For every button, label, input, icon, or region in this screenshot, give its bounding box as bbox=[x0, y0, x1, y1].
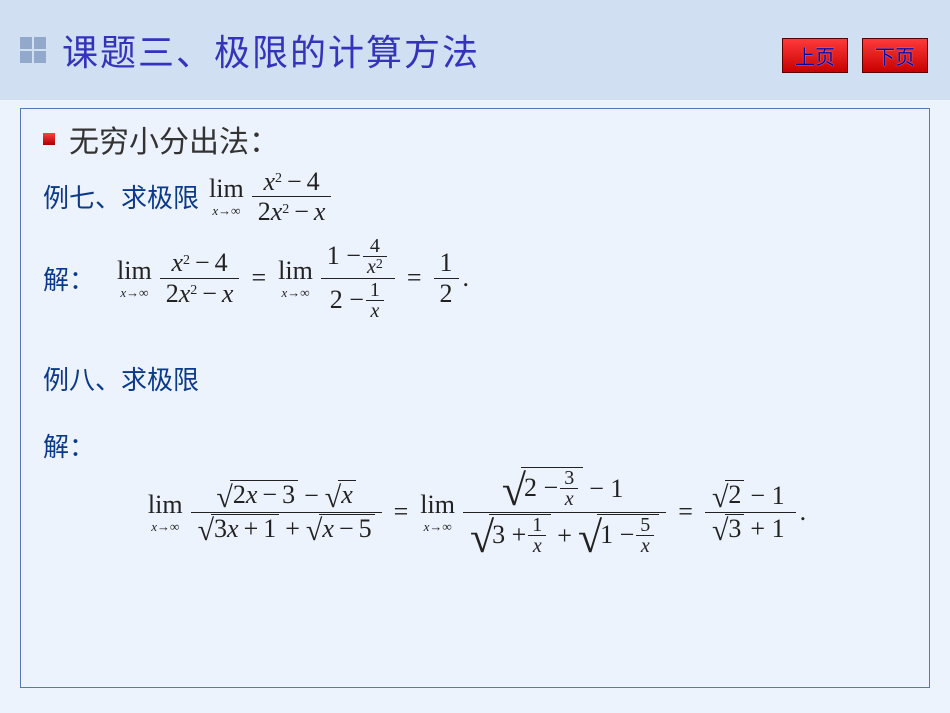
solution-8-label: 解： bbox=[43, 427, 95, 464]
page-title: 课题三、极限的计算方法 bbox=[62, 24, 480, 76]
example-7-row: 例七、求极限 limx→∞ x2−4 2x2−x bbox=[43, 167, 907, 227]
prev-page-button[interactable]: 上页 bbox=[782, 38, 848, 73]
section-heading-row: 无穷小分出法： bbox=[43, 117, 907, 161]
next-page-button[interactable]: 下页 bbox=[862, 38, 928, 73]
example-8-solution: limx→∞ √2x−3 − √x √3x+1 + √x−5 = limx→∞ … bbox=[43, 466, 907, 559]
example-8-label: 例八、求极限 bbox=[43, 360, 199, 397]
section-title: 无穷小分出法： bbox=[69, 117, 279, 161]
bullet-icon bbox=[43, 133, 55, 145]
solution-8-expression: limx→∞ √2x−3 − √x √3x+1 + √x−5 = limx→∞ … bbox=[144, 466, 806, 559]
solution-7-label: 解： bbox=[43, 260, 95, 297]
example-8-solution-label-row: 解： bbox=[43, 427, 907, 464]
header-grid-icon bbox=[20, 37, 46, 63]
example-8-row: 例八、求极限 bbox=[43, 360, 907, 397]
example-7-expression: limx→∞ x2−4 2x2−x bbox=[205, 167, 335, 227]
example-7-label: 例七、求极限 bbox=[43, 178, 199, 215]
content-frame: 无穷小分出法： 例七、求极限 limx→∞ x2−4 2x2−x 解： limx… bbox=[20, 108, 930, 688]
solution-7-expression: limx→∞ x2−4 2x2−x = limx→∞ 1 − 4x2 2 − 1… bbox=[113, 235, 469, 322]
nav-buttons: 上页 下页 bbox=[782, 38, 928, 73]
slide-header: 课题三、极限的计算方法 上页 下页 bbox=[0, 0, 950, 100]
example-7-solution: 解： limx→∞ x2−4 2x2−x = limx→∞ 1 − 4x2 2 … bbox=[43, 235, 907, 322]
